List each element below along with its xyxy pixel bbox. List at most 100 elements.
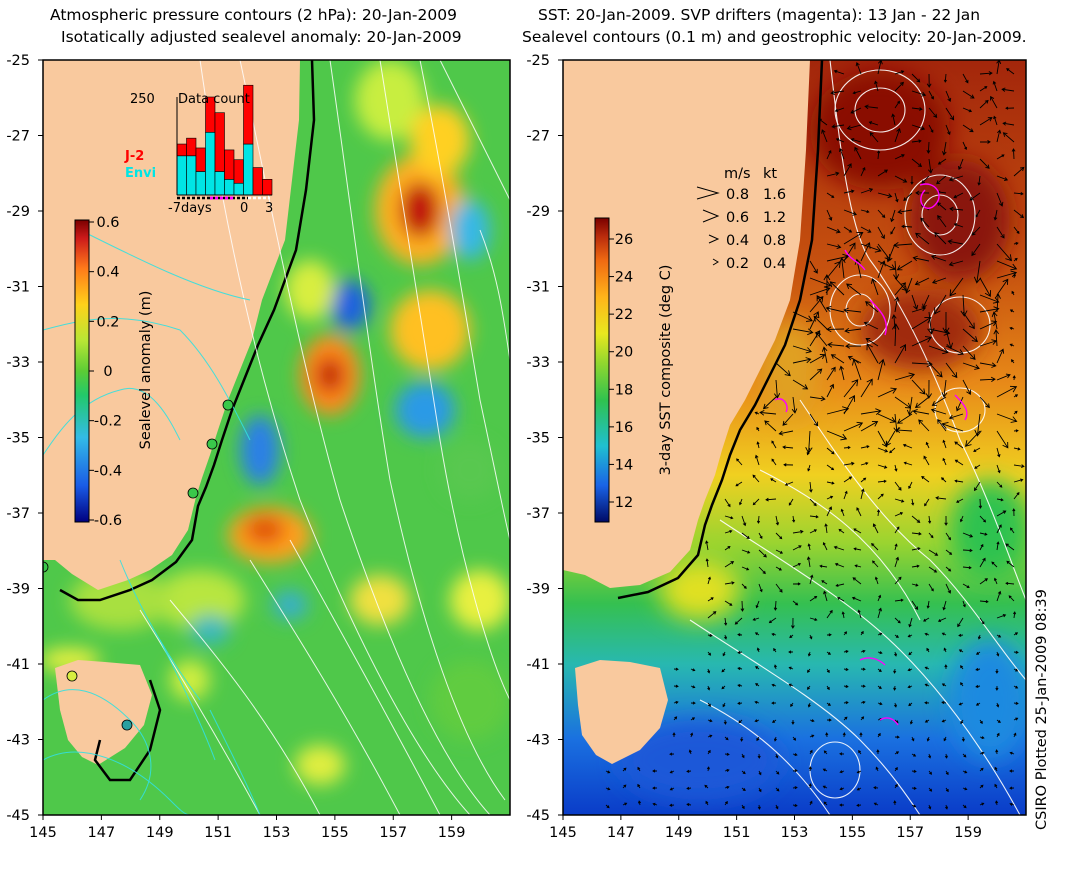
velocity-arrow (957, 617, 964, 628)
lon-tick-label: 149 (146, 825, 174, 841)
velocity-arrow (809, 515, 819, 519)
velocity-arrow (843, 650, 849, 654)
velocity-key: m/s kt 0.8 1.6 0.6 1.2 0.4 0.8 0.2 0.4 (696, 166, 786, 272)
velocity-arrow (1005, 106, 1015, 110)
velocity-arrow (792, 786, 798, 790)
velocity-arrow (877, 150, 881, 160)
velocity-arrow (672, 732, 676, 738)
velocity-arrow (907, 668, 913, 672)
velocity-arrow (945, 345, 964, 356)
velocity-arrow (791, 719, 795, 725)
velocity-arrow (637, 766, 641, 772)
velocity-arrow (806, 447, 811, 456)
velocity-arrow (911, 306, 927, 313)
velocity-arrow (826, 447, 835, 455)
velocity-arrow (770, 478, 777, 483)
velocity-arrow (669, 770, 675, 774)
velocity-arrow (943, 736, 947, 742)
velocity-arrow (707, 685, 711, 691)
velocity-arrow (891, 323, 900, 347)
velocity-arrow (996, 702, 1000, 708)
velocity-arrow (996, 278, 1009, 296)
velocity-arrow (856, 507, 862, 517)
velocity-arrow (901, 224, 913, 229)
velocity-arrow (894, 634, 899, 638)
velocity-arrow (894, 81, 904, 92)
velocity-arrow (930, 254, 947, 262)
velocity-arrow (792, 769, 798, 773)
velocity-arrow (877, 169, 889, 177)
velocity-arrow (912, 255, 930, 262)
velocity-arrow (823, 274, 831, 296)
velocity-arrow (839, 770, 845, 774)
lat-tick-label: -35 (526, 431, 550, 447)
velocity-arrow (1009, 326, 1015, 330)
velocity-arrow (826, 464, 835, 471)
velocity-arrow (707, 719, 713, 723)
velocity-arrow (859, 732, 863, 738)
velocity-arrow (860, 378, 873, 398)
velocity-arrow (809, 368, 823, 381)
velocity-arrow (894, 651, 898, 657)
velocity-arrow (833, 69, 845, 75)
velocity-arrow (843, 716, 848, 721)
velocity-arrow (1012, 611, 1017, 619)
velocity-arrow (790, 702, 794, 707)
velocity-arrow (979, 86, 988, 92)
velocity-arrow (775, 583, 783, 593)
velocity-arrow (856, 787, 862, 791)
colorbar-tick-label: 0.6 (96, 215, 119, 231)
velocity-arrow (890, 226, 896, 235)
velocity-arrow (775, 770, 780, 775)
velocity-arrow (807, 464, 811, 472)
velocity-arrow (1009, 802, 1015, 806)
lat-tick-label: -43 (526, 733, 550, 749)
velocity-arrow (792, 379, 809, 390)
velocity-arrow (979, 802, 985, 806)
velocity-arrow (843, 461, 855, 466)
velocity-arrow (822, 785, 828, 789)
lat-tick-label: -27 (526, 129, 550, 145)
velocity-arrow (690, 668, 696, 672)
inset-bar-envi (195, 171, 206, 196)
velocity-arrow (955, 396, 964, 412)
inset-legend-j2: J-2 (124, 149, 144, 164)
velocity-arrow (1010, 359, 1015, 364)
velocity-arrow (756, 426, 760, 432)
velocity-arrow (1002, 121, 1015, 126)
velocity-arrow (818, 118, 828, 126)
velocity-arrow (926, 647, 930, 653)
velocity-arrow (1013, 632, 1019, 636)
velocity-arrow (1001, 87, 1015, 92)
velocity-arrow (775, 566, 783, 571)
velocity-arrow (937, 617, 947, 622)
velocity-arrow (962, 566, 972, 570)
velocity-arrow (860, 684, 866, 688)
velocity-arrow (1006, 68, 1015, 75)
velocity-arrow (771, 440, 777, 449)
velocity-arrow (877, 493, 884, 500)
velocity-arrow (876, 509, 881, 517)
velocity-arrow (925, 379, 932, 399)
colorbar-tick-label: -0.4 (94, 463, 122, 479)
velocity-arrow (924, 719, 930, 723)
velocity-key-row1-kt: 1.6 (763, 187, 786, 203)
velocity-arrow (808, 783, 812, 789)
velocity-arrow (914, 277, 930, 286)
velocity-arrow (964, 430, 981, 447)
velocity-arrow (792, 515, 796, 523)
velocity-arrow (941, 683, 947, 687)
velocity-arrow (852, 358, 862, 381)
velocity-arrow (1013, 226, 1020, 235)
velocity-arrow (923, 455, 930, 466)
velocity-arrow (806, 556, 811, 568)
colorbar-tick-label: 16 (615, 420, 633, 436)
velocity-arrow (960, 294, 968, 317)
velocity-arrow (962, 311, 975, 330)
velocity-arrow (979, 277, 991, 298)
velocity-arrow (979, 294, 1000, 304)
velocity-arrow (860, 209, 870, 214)
velocity-arrow (809, 800, 813, 806)
velocity-arrow (826, 226, 841, 234)
velocity-arrow (843, 226, 853, 233)
